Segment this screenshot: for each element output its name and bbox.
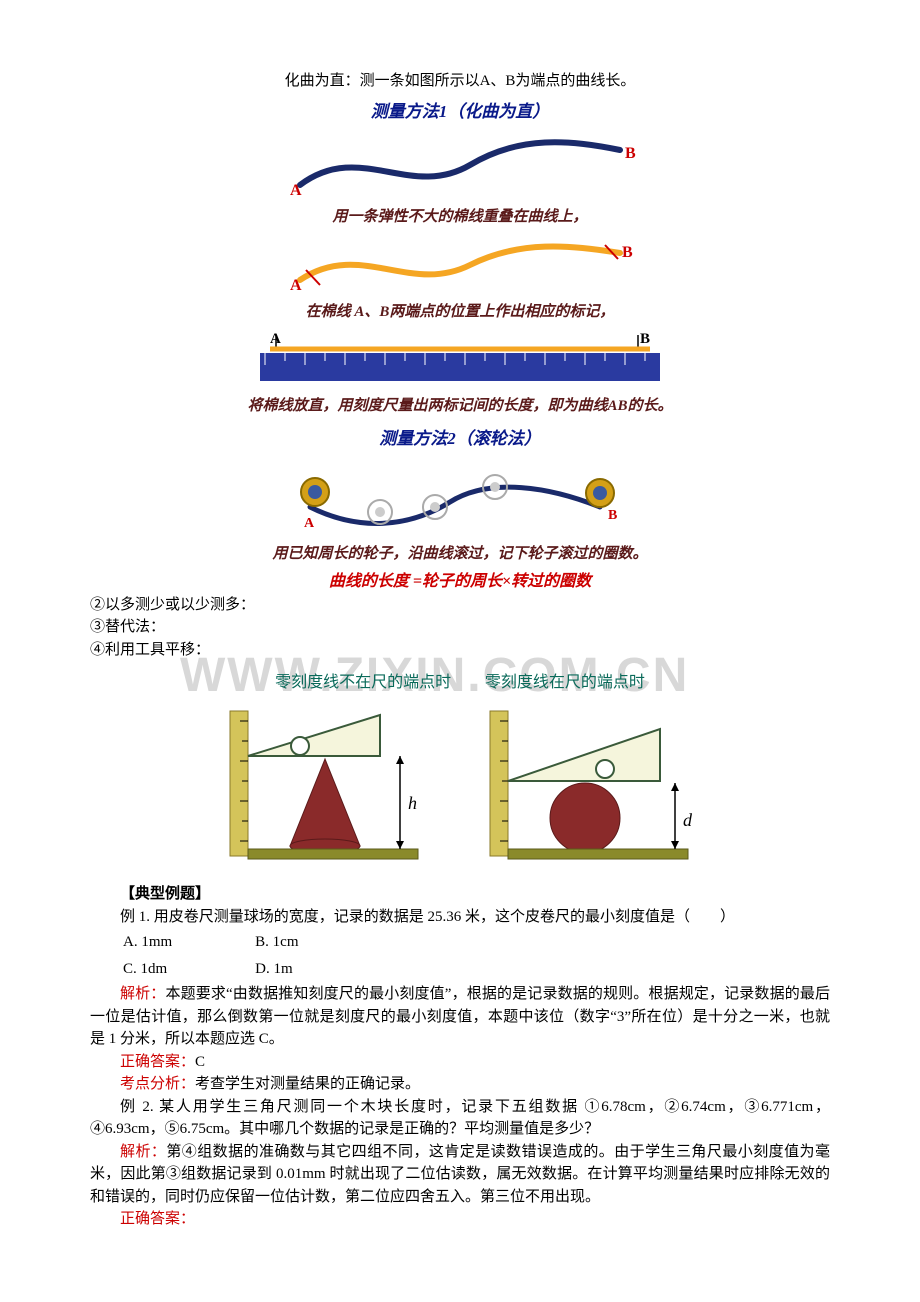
method1-title: 测量方法1（化曲为直） bbox=[90, 99, 830, 125]
list-item-4: ④利用工具平移： bbox=[90, 639, 830, 662]
ruler-figure: A B bbox=[250, 329, 670, 389]
label-b2: B bbox=[622, 244, 633, 261]
ex2-stem: 例 2. 某人用学生三角尺测同一个木块长度时，记录下五组数据 ①6.78cm，②… bbox=[90, 1096, 830, 1141]
method1-step1: 用一条弹性不大的棉线重叠在曲线上， bbox=[90, 206, 830, 229]
ex2-answer-block: 正确答案： bbox=[90, 1208, 830, 1231]
rolling-wheel-figure: A B bbox=[280, 457, 640, 537]
ex1-analysis-block: 解析：本题要求“由数据推知刻度尺的最小刻度值”，根据的是记录数据的规则。根据规定… bbox=[90, 983, 830, 1051]
examples-header: 【典型例题】 bbox=[90, 883, 830, 906]
ex1-analysis-label: 解析： bbox=[120, 986, 165, 1002]
ex1-answer-block: 正确答案：C bbox=[90, 1051, 830, 1074]
cord-overlay-figure: A B bbox=[260, 235, 660, 295]
ex1-opt-d: D. 1m bbox=[254, 957, 378, 982]
tool-translation-figure: h d bbox=[200, 701, 720, 871]
wheel-label-a: A bbox=[304, 516, 315, 531]
ex1-analysis: 本题要求“由数据推知刻度尺的最小刻度值”，根据的是记录数据的规则。根据规定，记录… bbox=[90, 986, 830, 1047]
list-item-2: ②以多测少或以少测多： bbox=[90, 594, 830, 617]
ex2-answer-label: 正确答案： bbox=[120, 1211, 195, 1227]
method2-formula: 曲线的长度 =轮子的周长×转过的圈数 bbox=[90, 570, 830, 594]
ex1-opt-b: B. 1cm bbox=[254, 930, 378, 955]
ex1-stem: 例 1. 用皮卷尺测量球场的宽度，记录的数据是 25.36 米，这个皮卷尺的最小… bbox=[90, 906, 830, 929]
ex1-opt-a: A. 1mm bbox=[122, 930, 252, 955]
ex1-answer: C bbox=[195, 1054, 205, 1070]
label-h: h bbox=[408, 793, 417, 813]
ex1-options: A. 1mm B. 1cm C. 1dm D. 1m bbox=[120, 928, 381, 983]
label-a2: A bbox=[290, 277, 302, 294]
curve-ab-figure: A B bbox=[260, 130, 660, 200]
ruler-label-b: B bbox=[640, 331, 650, 347]
method1-step3: 将棉线放直，用刻度尺量出两标记间的长度，即为曲线AB的长。 bbox=[90, 395, 830, 418]
ex1-point-label: 考点分析： bbox=[120, 1076, 195, 1092]
ex2-analysis: 第④组数据的准确数与其它四组不同，这肯定是读数错误造成的。由于学生三角尺最小刻度… bbox=[90, 1144, 830, 1205]
method2-note: 用已知周长的轮子，沿曲线滚过，记下轮子滚过的圈数。 bbox=[90, 543, 830, 566]
method2-title: 测量方法2（滚轮法） bbox=[90, 426, 830, 452]
ex1-opt-c: C. 1dm bbox=[122, 957, 252, 982]
intro-line: 化曲为直：测一条如图所示以A、B为端点的曲线长。 bbox=[90, 70, 830, 93]
label-b: B bbox=[625, 145, 636, 162]
method1-step2: 在棉线 A、B两端点的位置上作出相应的标记， bbox=[90, 301, 830, 324]
ex1-point-block: 考点分析：考查学生对测量结果的正确记录。 bbox=[90, 1073, 830, 1096]
label-d: d bbox=[683, 810, 693, 830]
list-item-3: ③替代法： bbox=[90, 616, 830, 639]
ex2-analysis-label: 解析： bbox=[120, 1144, 166, 1160]
tool-right-title: 零刻度线在尺的端点时 bbox=[485, 674, 645, 691]
ex1-point: 考查学生对测量结果的正确记录。 bbox=[195, 1076, 420, 1092]
ex1-answer-label: 正确答案： bbox=[120, 1054, 195, 1070]
wheel-label-b: B bbox=[608, 508, 617, 523]
tool-left-title: 零刻度线不在尺的端点时 bbox=[275, 674, 451, 691]
ex2-analysis-block: 解析：第④组数据的准确数与其它四组不同，这肯定是读数错误造成的。由于学生三角尺最… bbox=[90, 1141, 830, 1209]
label-a: A bbox=[290, 182, 302, 199]
